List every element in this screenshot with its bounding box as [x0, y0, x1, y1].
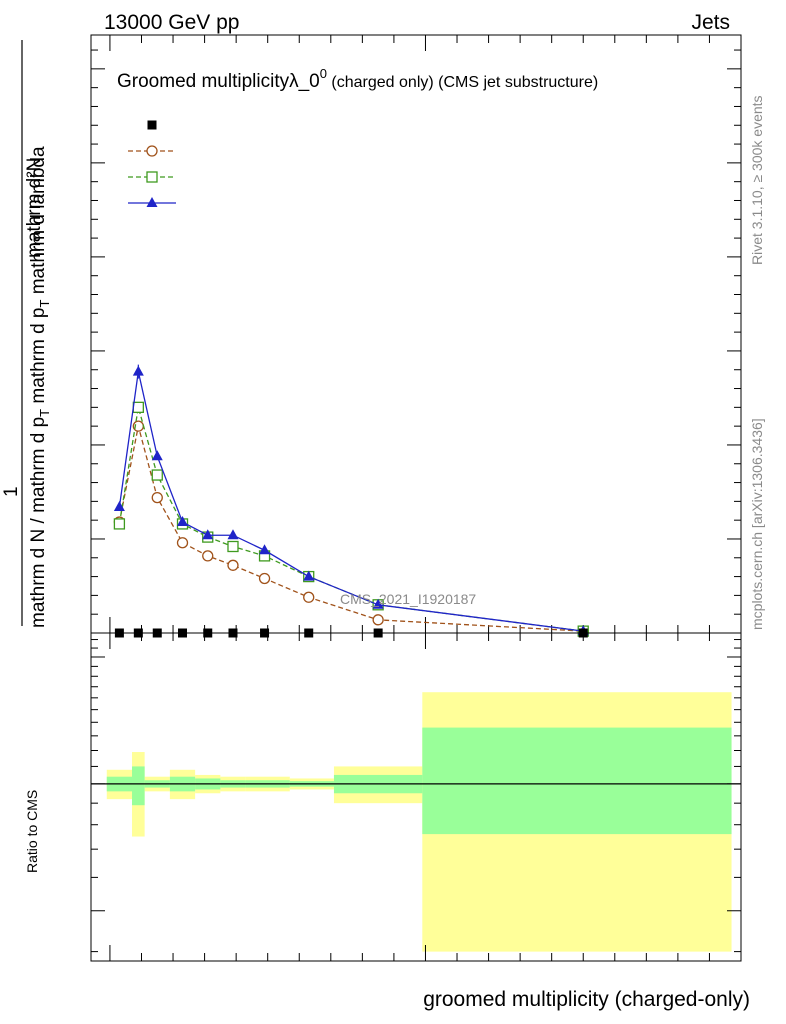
main-series: [113, 364, 589, 638]
title-sup: 0: [320, 66, 327, 81]
title-suffix: (charged only) (CMS jet substructure): [327, 74, 598, 91]
main-panel: Groomed multiplicityλ_00 (charged only) …: [1, 34, 742, 638]
title-main: Groomed multiplicityλ_0: [117, 71, 320, 92]
data-point: [202, 550, 214, 562]
main-frame: [90, 34, 742, 634]
data-point: [303, 570, 315, 581]
data-point: [372, 598, 384, 609]
data-point: [113, 518, 126, 530]
data-point: [303, 591, 315, 603]
legend-marker: [146, 197, 158, 207]
ratio-panel: Ratio to CMS groomed multiplicity (charg…: [24, 632, 750, 1011]
data-point: [227, 559, 239, 571]
ratio-ylabel: Ratio to CMS: [24, 790, 40, 873]
legend-marker: [147, 120, 157, 130]
legend-marker: [146, 145, 158, 157]
ylabel-one: 1: [1, 486, 22, 497]
data-point: [259, 544, 271, 555]
legend-marker: [146, 171, 158, 183]
data-point: [151, 450, 163, 461]
main-ylabel: mathrm d²N 1 mathrm d N / mathrm d pT ma…: [1, 40, 52, 628]
rivet-label: Rivet 3.1.10, ≥ 300k events: [749, 95, 765, 265]
ylabel-denominator: mathrm d N / mathrm d pT mathrm d pT mat…: [28, 146, 52, 628]
data-point: [202, 529, 214, 540]
data-point: [227, 540, 239, 553]
data-point: [151, 491, 163, 504]
ylabel-numerator: mathrm d²N: [24, 158, 45, 258]
ratio-green-band: [132, 766, 145, 806]
ratio-ticks: [91, 633, 742, 961]
mcplots-label: mcplots.cern.ch [arXiv:1306.3436]: [749, 418, 765, 630]
data-point: [132, 401, 144, 413]
series-line: [118, 371, 584, 632]
series-line: [118, 425, 584, 632]
ylabel-denom-mid: mathrm d p: [28, 308, 49, 409]
data-point: [227, 529, 239, 540]
category-label: Jets: [691, 11, 730, 34]
data-point: [177, 516, 189, 527]
data-point: [151, 469, 163, 481]
ylabel-sub-t-1: T: [37, 409, 52, 417]
ratio-frame: [90, 632, 742, 962]
ylabel-denom-head: mathrm d N / mathrm d p: [28, 417, 49, 628]
analysis-label: CMS_2021_I1920187: [340, 591, 476, 607]
legend: [128, 120, 176, 207]
main-ticks: [91, 35, 742, 634]
energy-label: 13000 GeV pp: [104, 11, 239, 34]
x-axis-label: groomed multiplicity (charged-only): [423, 988, 750, 1011]
ratio-green-band: [422, 727, 732, 835]
ylabel-denom-tail: mathrm d lambda: [28, 146, 49, 300]
chart-title: Groomed multiplicityλ_00 (charged only) …: [117, 66, 598, 92]
data-point: [132, 365, 144, 376]
ratio-bands: [91, 692, 741, 952]
data-point: [258, 572, 271, 585]
data-point: [113, 501, 125, 512]
ylabel-sub-t-2: T: [37, 300, 52, 308]
data-point: [176, 537, 189, 549]
data-point: [372, 614, 384, 626]
